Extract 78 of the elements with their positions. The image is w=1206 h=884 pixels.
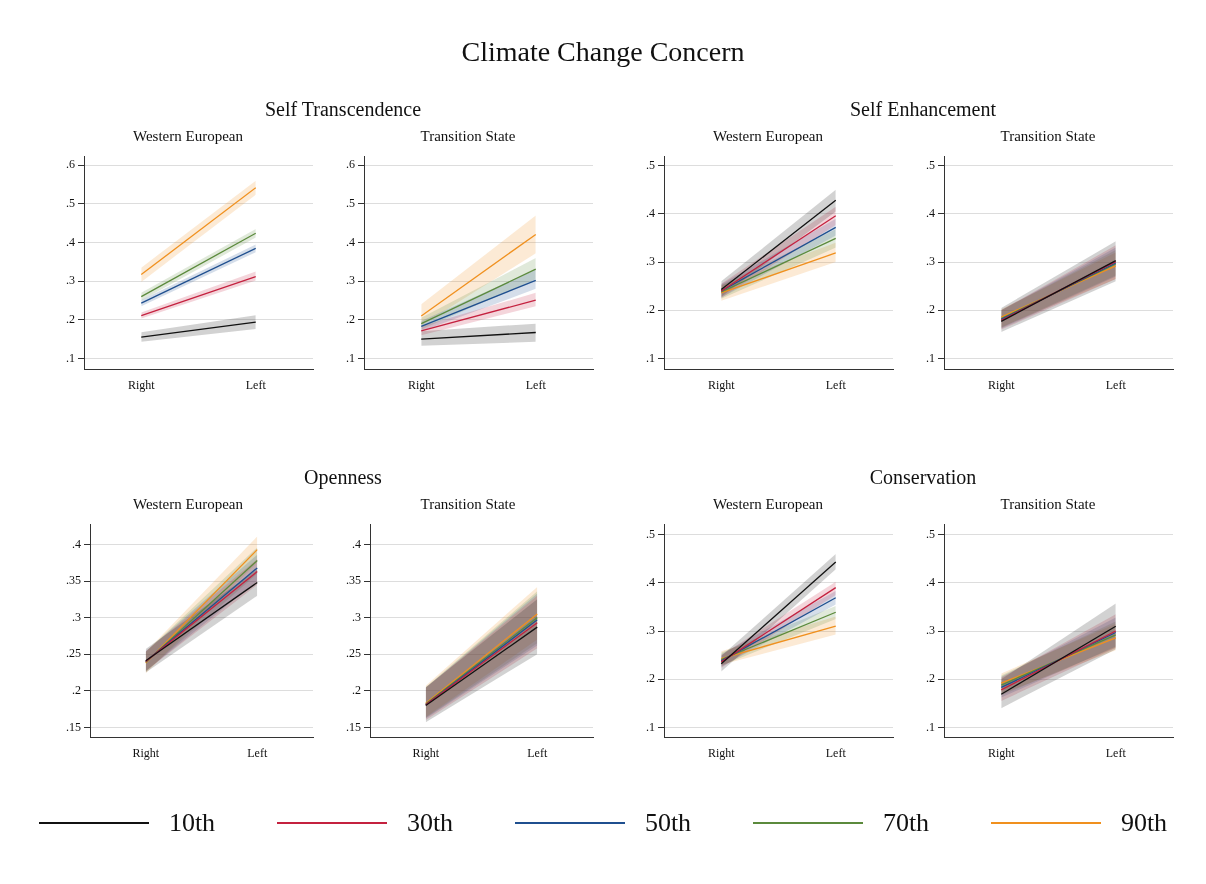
y-tick-label: .3 [646, 623, 655, 638]
chart-subtitle: Western European [713, 127, 824, 144]
y-tick-label: .3 [346, 273, 355, 288]
chart-title: Self Transcendence [263, 98, 423, 121]
x-tick-label: Left [825, 745, 847, 760]
y-tick-label: .1 [646, 719, 655, 734]
y-tick-label: .4 [926, 574, 935, 589]
y-tick-label: .2 [646, 302, 655, 317]
y-tick-label: .35 [346, 573, 361, 588]
y-tick-label: .1 [926, 350, 935, 365]
x-tick-label: Right [707, 377, 736, 392]
x-tick-label: Right [707, 745, 736, 760]
chart-title: Openness [303, 466, 383, 489]
y-tick-label: .2 [66, 311, 75, 326]
y-tick-label: .5 [646, 157, 655, 172]
y-tick-label: .1 [646, 350, 655, 365]
y-tick-label: .15 [346, 719, 361, 734]
y-tick-label: .2 [346, 311, 355, 326]
chart-subtitle: Transition State [420, 495, 516, 512]
y-tick-label: .2 [646, 671, 655, 686]
chart-title: Self Enhancement [848, 98, 998, 121]
y-tick-label: .4 [352, 536, 361, 551]
y-tick-label: .4 [926, 206, 935, 221]
y-tick-label: .25 [66, 646, 81, 661]
y-tick-label: .3 [66, 273, 75, 288]
y-tick-label: .4 [646, 574, 655, 589]
y-tick-label: .4 [72, 536, 81, 551]
legend-label: 70th [882, 808, 930, 838]
x-tick-label: Left [1105, 745, 1127, 760]
chart-title: Conservation [868, 466, 978, 489]
x-tick-label: Right [987, 745, 1016, 760]
y-tick-label: .25 [346, 646, 361, 661]
legend-label: 50th [644, 808, 692, 838]
y-tick-label: .2 [926, 302, 935, 317]
chart-subtitle: Western European [133, 127, 244, 144]
chart-subtitle: Transition State [420, 127, 516, 144]
x-tick-label: Right [987, 377, 1016, 392]
chart-subtitle: Western European [133, 495, 244, 512]
y-tick-label: .4 [346, 234, 355, 249]
y-tick-label: .15 [66, 719, 81, 734]
y-tick-label: .2 [72, 682, 81, 697]
x-tick-label: Right [132, 745, 160, 760]
y-tick-label: .5 [926, 526, 935, 541]
x-tick-label: Left [825, 377, 847, 392]
x-tick-label: Left [525, 377, 547, 392]
x-tick-label: Right [412, 745, 440, 760]
legend-label: 30th [406, 808, 454, 838]
x-tick-label: Left [1105, 377, 1127, 392]
x-tick-label: Left [247, 745, 268, 760]
y-tick-label: .3 [72, 609, 81, 624]
y-tick-label: .35 [66, 573, 81, 588]
x-tick-label: Right [127, 377, 156, 392]
y-tick-label: .5 [66, 196, 75, 211]
x-tick-label: Left [245, 377, 267, 392]
y-tick-label: .1 [66, 350, 75, 365]
legend-label: 90th [1120, 808, 1168, 838]
y-tick-label: .3 [926, 254, 935, 269]
y-tick-label: .6 [66, 157, 75, 172]
y-tick-label: .4 [646, 206, 655, 221]
y-tick-label: .5 [926, 157, 935, 172]
y-tick-label: .1 [346, 350, 355, 365]
y-tick-label: .6 [346, 157, 355, 172]
y-tick-label: .5 [646, 526, 655, 541]
text: Climate Change Concern [460, 36, 746, 68]
y-tick-label: .1 [926, 719, 935, 734]
x-tick-label: Left [527, 745, 548, 760]
y-tick-label: .5 [346, 196, 355, 211]
y-tick-label: .2 [352, 682, 361, 697]
y-tick-label: .3 [646, 254, 655, 269]
y-tick-label: .2 [926, 671, 935, 686]
chart-subtitle: Western European [713, 495, 824, 512]
legend-label: 10th [168, 808, 216, 838]
chart-subtitle: Transition State [1000, 127, 1096, 144]
y-tick-label: .3 [926, 623, 935, 638]
y-tick-label: .3 [352, 609, 361, 624]
chart-subtitle: Transition State [1000, 495, 1096, 512]
x-tick-label: Right [407, 377, 436, 392]
y-tick-label: .4 [66, 234, 75, 249]
